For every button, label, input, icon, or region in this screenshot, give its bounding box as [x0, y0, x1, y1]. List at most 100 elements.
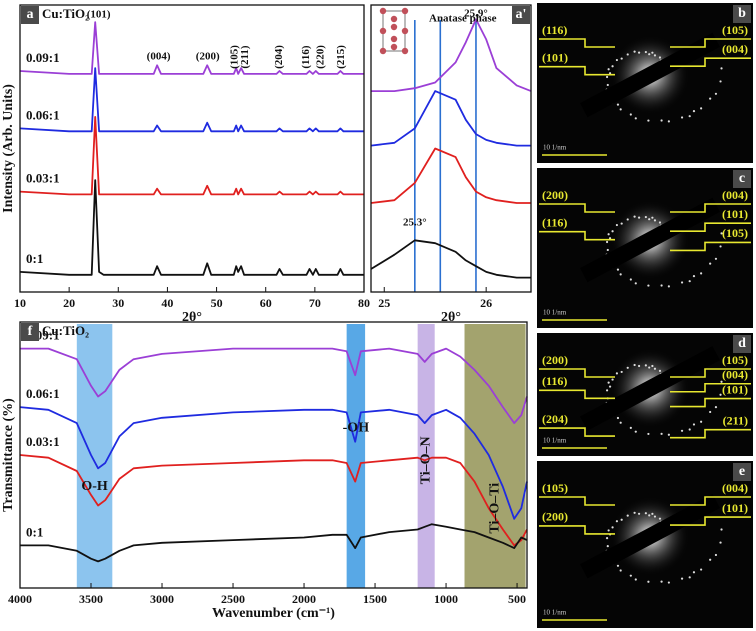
diffraction-spot [619, 108, 622, 111]
x-tick-label: 3000 [150, 592, 174, 606]
diffraction-spot [688, 576, 691, 579]
miller-label: (101) [722, 501, 748, 515]
x-tick-label: 10 [14, 296, 26, 310]
diffraction-spot [615, 520, 619, 523]
series-line [370, 239, 531, 279]
diffraction-spot [644, 364, 647, 367]
miller-label: (004) [722, 42, 748, 56]
x-tick-label: 50 [211, 296, 223, 310]
diffraction-spot [620, 370, 623, 374]
diffraction-spot [626, 218, 629, 221]
diffraction-spot [658, 369, 662, 372]
scale-label: 10 1/nm [543, 309, 567, 317]
x-tick-label: 30 [112, 296, 124, 310]
x-axis-label: Wavenumber (cm⁻¹) [212, 606, 335, 621]
panel-badge [21, 323, 39, 341]
diffraction-spot [714, 406, 718, 409]
diffraction-spot [605, 389, 609, 392]
diffraction-spot [607, 529, 610, 532]
diffraction-spot [634, 430, 637, 433]
pointer-line [539, 368, 615, 378]
diffraction-spot [651, 512, 654, 515]
beam-stopper [580, 197, 720, 283]
diffraction-spot [644, 215, 647, 219]
diffraction-spot [637, 216, 641, 219]
miller-label: (204) [542, 412, 568, 426]
diffraction-spot [608, 72, 612, 75]
chart-title: Cu:TiO₂ [42, 323, 89, 338]
diffraction-spot [633, 363, 636, 367]
diffraction-spot [660, 580, 663, 583]
atom [401, 27, 409, 35]
diffraction-spot [626, 53, 629, 56]
diffraction-spot [606, 545, 609, 548]
diffraction-spot [714, 92, 718, 95]
pointer-line [539, 389, 615, 400]
y-axis-label: Transmittance (%) [1, 398, 16, 512]
diffraction-spot [680, 429, 684, 432]
band [417, 324, 435, 588]
plot-frame [19, 4, 365, 293]
diffraction-spot [653, 515, 657, 518]
miller-label: (105) [542, 481, 568, 495]
diffraction-spot [680, 577, 684, 580]
panel-letter: b [738, 6, 746, 21]
miller-label: (105) [722, 226, 748, 240]
diffraction-spot [611, 378, 614, 381]
pointer-line [539, 38, 615, 48]
diffraction-spot [608, 385, 612, 388]
diffraction-spot [720, 67, 723, 70]
diffraction-spot [626, 514, 629, 517]
pointer-line [670, 496, 751, 506]
diffraction-spot [651, 51, 654, 54]
diffraction-spot [667, 581, 670, 584]
panel-badge [21, 6, 39, 24]
diffraction-spot [680, 116, 684, 119]
diffraction-spot [608, 237, 612, 240]
series-line [371, 18, 532, 92]
diffraction-spot [620, 57, 623, 60]
miller-label: (116) [542, 23, 567, 37]
annotation: Anatase phase [429, 13, 497, 25]
diffraction-spot [700, 568, 703, 571]
diffraction-spot [633, 215, 636, 218]
diffraction-spot [709, 262, 712, 265]
series-line [370, 147, 531, 204]
diffraction-spot [648, 514, 651, 517]
peak-label: (105) [228, 45, 240, 69]
diffraction-spot [647, 580, 650, 583]
diffraction-spot [648, 218, 651, 221]
diffraction-spot [606, 83, 609, 87]
pointer-line [539, 230, 615, 241]
x-axis-label: 2θ° [182, 310, 202, 325]
beam-stopper [580, 493, 720, 579]
panel-badge [733, 5, 751, 23]
diffraction-spot [633, 511, 636, 514]
series-line [19, 67, 364, 133]
pointer-line [670, 203, 751, 213]
diffraction-spot [660, 432, 663, 435]
band-label: Ti–O–N [418, 436, 433, 484]
diffraction-spot [629, 426, 632, 429]
atom [390, 43, 398, 51]
x-tick-label: 60 [260, 296, 272, 310]
diffraction-spot [637, 512, 641, 515]
miller-label: (211) [723, 413, 748, 427]
diffraction-spot [692, 109, 696, 113]
diffraction-spot [700, 107, 703, 110]
miller-label: (004) [722, 368, 748, 382]
panel-letter: a [27, 7, 34, 22]
pointer-line [670, 222, 751, 232]
band-label: -OH [343, 421, 370, 436]
x-tick-label: 2000 [292, 592, 316, 606]
atom [390, 35, 398, 43]
diffraction-spot [688, 428, 691, 431]
series-line [20, 523, 528, 563]
x-tick-label: 3500 [79, 592, 103, 606]
pointer-line [670, 241, 751, 252]
pointer-line [539, 496, 615, 506]
panel-badge [733, 170, 751, 188]
diffraction-spot [615, 223, 619, 227]
diffraction-spot [644, 512, 647, 515]
diffraction-spot [615, 58, 619, 62]
